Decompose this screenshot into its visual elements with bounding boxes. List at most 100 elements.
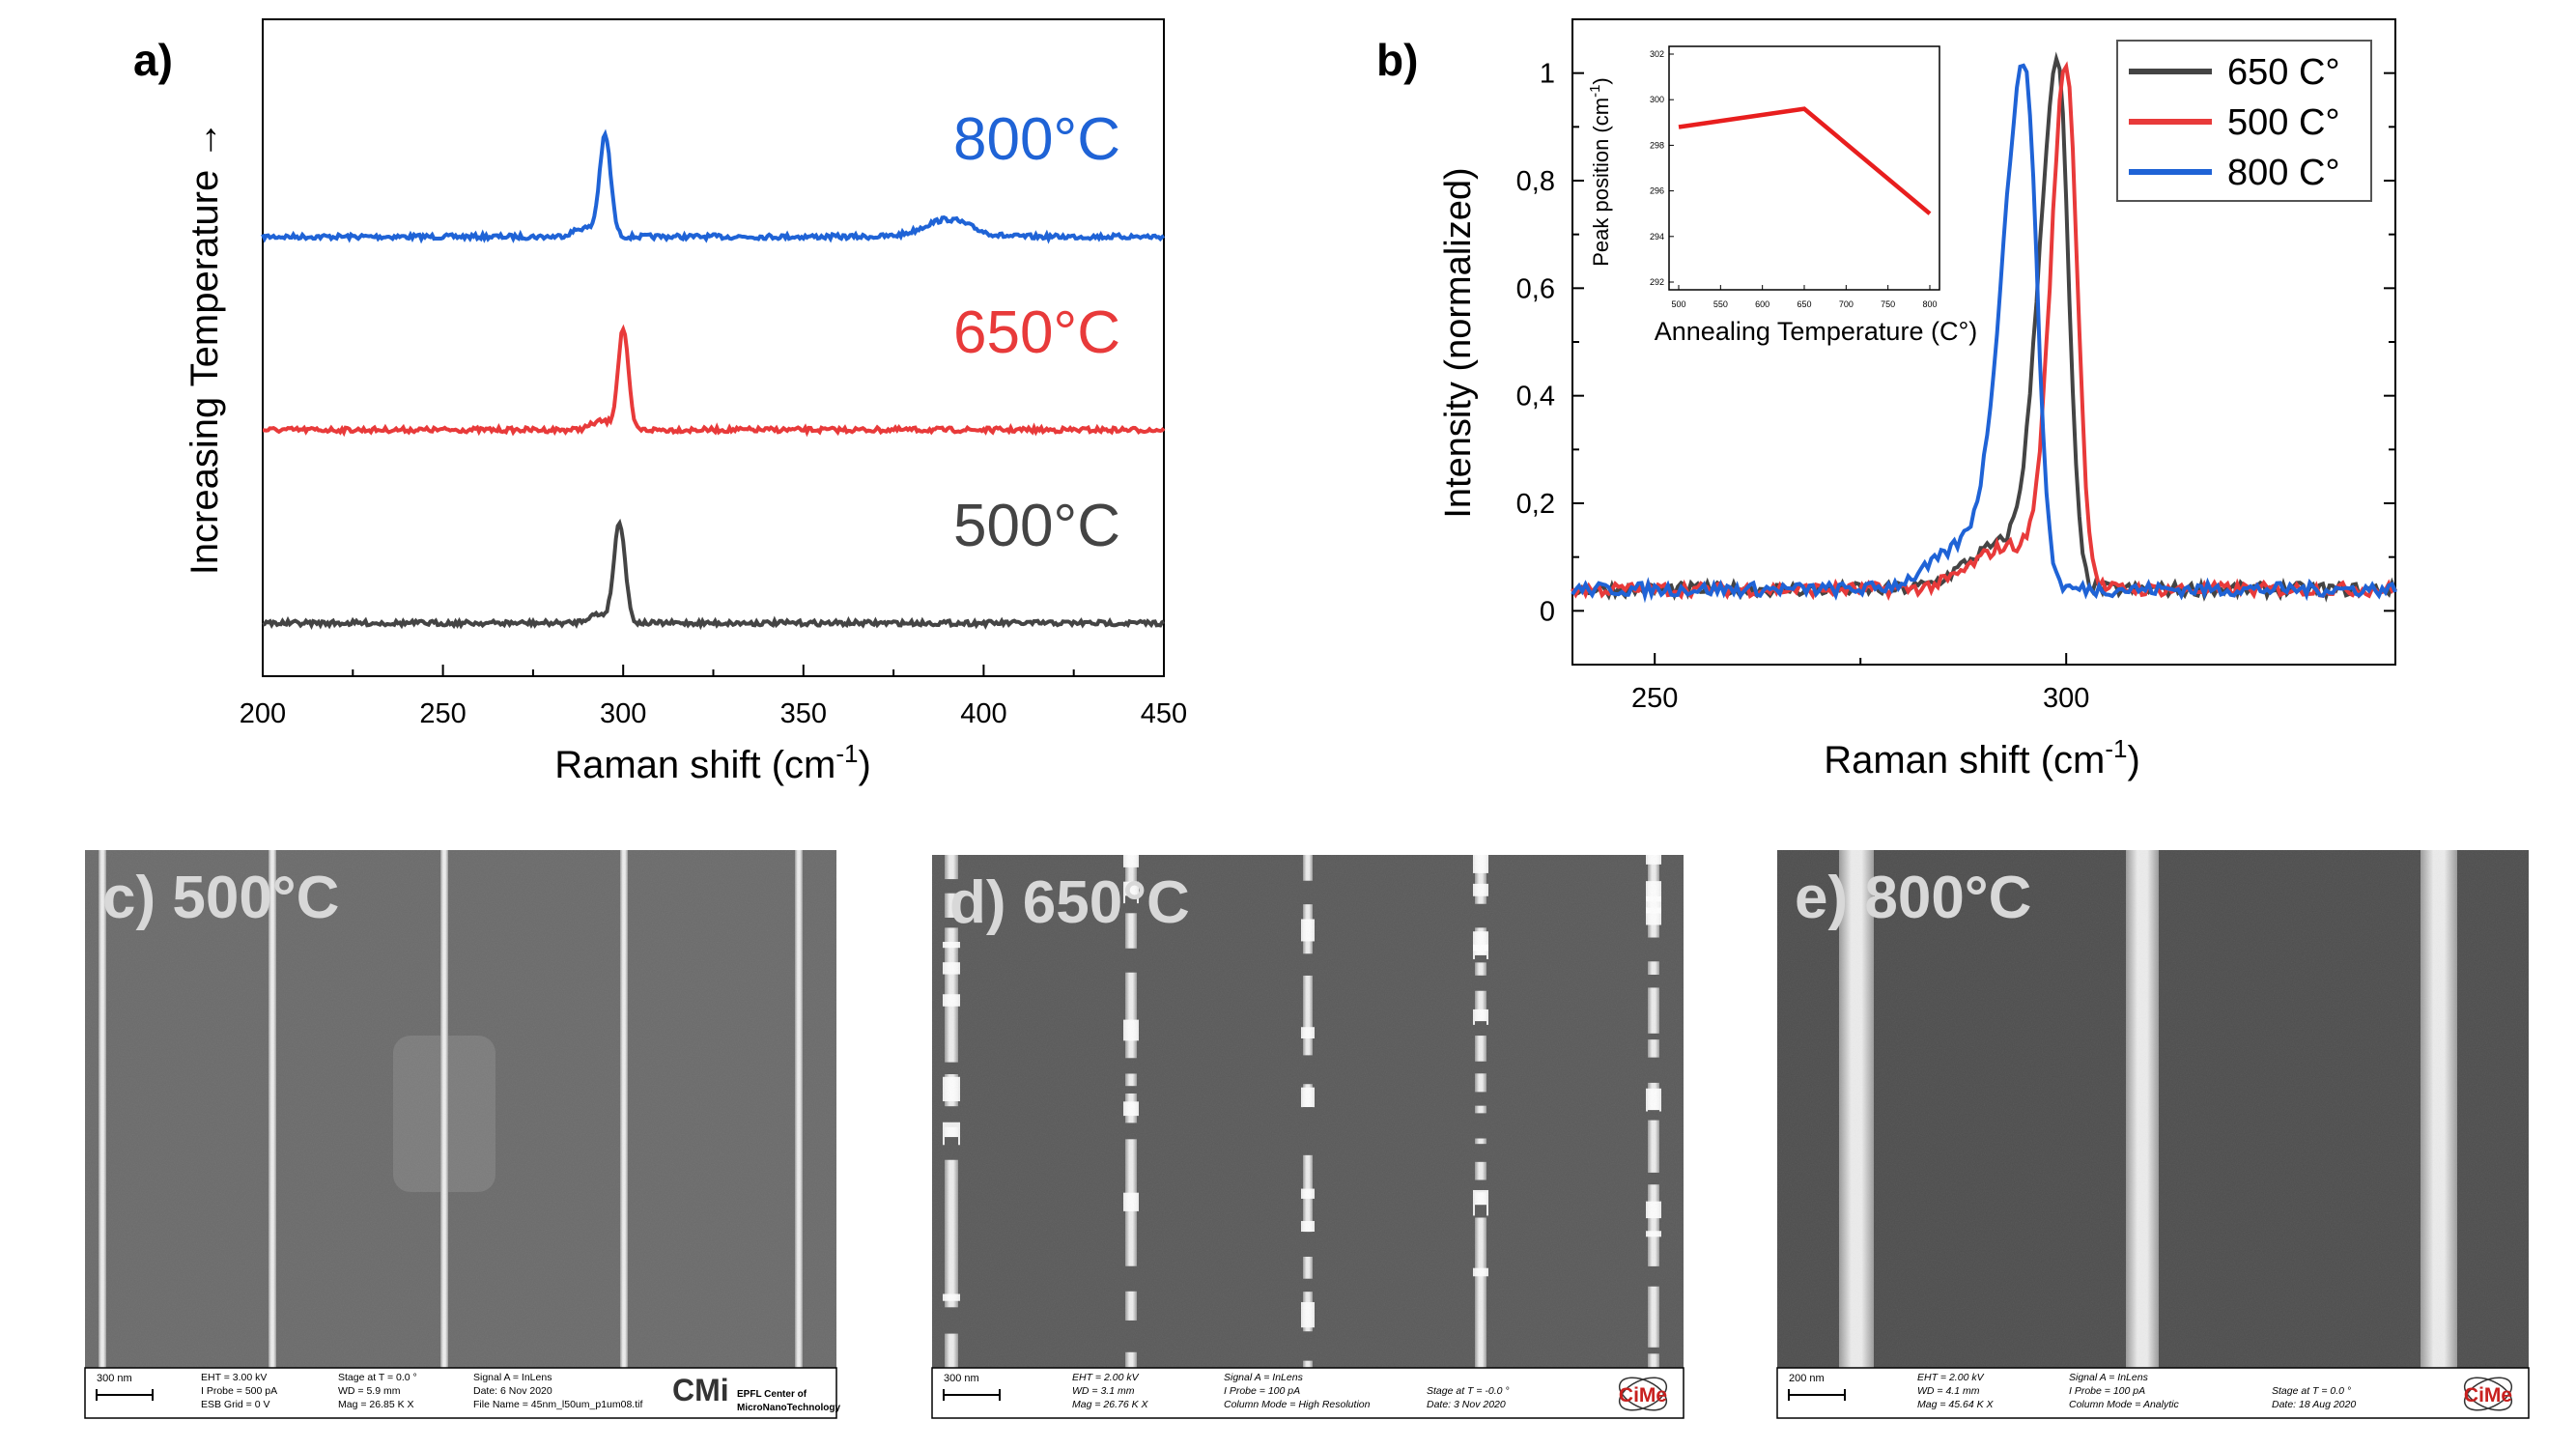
sem-meta-text: Mag = 26.85 K X [338, 1399, 414, 1410]
legend-label: 500 C° [2227, 102, 2340, 143]
panel-b-ytick-label: 0 [1540, 596, 1555, 627]
sem-info-bar [84, 1367, 837, 1419]
legend-label: 800 C° [2227, 153, 2340, 193]
panel-b-ylabel: Intensity (normalized) [1438, 167, 1479, 518]
cime-logo-text: CiMe [1619, 1384, 1667, 1406]
sem-meta-text: Date: 3 Nov 2020 [1427, 1399, 1506, 1410]
sem-info-bar [1776, 1367, 2530, 1419]
cmi-logo-subtitle: MicroNanoTechnology [737, 1403, 840, 1413]
sem-meta-text: Stage at T = 0.0 ° [2272, 1385, 2351, 1397]
panel-b-ytick-label: 0,6 [1516, 273, 1555, 304]
panel-a-xtick-label: 450 [1141, 698, 1187, 729]
sem-panel-label: e) 800°C [1795, 865, 2031, 931]
inset-xtick-label: 500 [1671, 299, 1685, 309]
cmi-logo: CMi [672, 1373, 729, 1407]
inset-ytick-label: 300 [1650, 95, 1664, 104]
cime-logo: CiMe [1618, 1377, 1668, 1411]
panel-a-label: a) [133, 35, 173, 85]
panel-b-xtick-label: 300 [2043, 683, 2089, 714]
cime-logo-orbit [2463, 1377, 2513, 1411]
panel-a-series-line [262, 518, 1165, 631]
sem-noise [932, 855, 1684, 1368]
sem-meta-text: I Probe = 100 pA [1224, 1385, 1300, 1397]
sem-meta-text: Date: 18 Aug 2020 [2272, 1399, 2356, 1410]
panel-b-legend: 650 C° 500 C° 800 C° [2116, 40, 2372, 202]
sem-panel: c) 500°C 300 nm EHT = 3.00 kV I Probe = 500… [84, 850, 840, 1419]
sem-scale-text: 300 nm [97, 1373, 132, 1384]
panel-a-ylabel: Increasing Temperature → [184, 121, 226, 576]
sem-panels: c) 500°C 300 nm EHT = 3.00 kV I Probe = 500… [84, 850, 2530, 1419]
inset-xtick-label: 750 [1881, 299, 1895, 309]
sem-scale-text: 300 nm [944, 1373, 979, 1384]
sem-panel-label: c) 500°C [102, 865, 339, 931]
cime-logo-orbit [1618, 1377, 1668, 1411]
cime-logo-text: CiMe [2464, 1384, 2512, 1406]
sem-meta-text: Mag = 26.76 K X [1072, 1399, 1149, 1410]
panel-a-xtick-label: 200 [240, 698, 286, 729]
sem-meta-text: EHT = 3.00 kV [201, 1372, 267, 1383]
inset-ylabel: Peak position (cm-1) [1587, 77, 1613, 267]
inset-xtick-label: 700 [1839, 299, 1854, 309]
inset-ytick-label: 296 [1650, 186, 1664, 196]
panel-b-series-line [1571, 63, 2397, 604]
panel-a-xtick-label: 300 [600, 698, 646, 729]
inset-ytick-label: 298 [1650, 140, 1664, 150]
sem-info-bar [931, 1367, 1684, 1419]
panel-b-series [1571, 51, 2397, 604]
panel-b-xlabel: Raman shift (cm-1) [1824, 734, 2140, 781]
sem-meta-text: Stage at T = 0.0 ° [338, 1372, 417, 1383]
inset-ytick-label: 292 [1650, 277, 1664, 287]
inset-peak-position-line [1678, 106, 1932, 215]
cime-logo-orbit [2463, 1377, 2513, 1411]
inset-xtick-label: 650 [1797, 299, 1811, 309]
sem-meta-text: EHT = 2.00 kV [1917, 1372, 1985, 1383]
sem-noise [85, 850, 836, 1368]
panel-b-ytick-label: 0,2 [1516, 489, 1555, 520]
sem-panel: d) 650°C 300 nm EHT = 2.00 kV WD = 3.1 mm Ma… [931, 855, 1684, 1419]
sem-meta-text: WD = 5.9 mm [338, 1385, 401, 1397]
sem-meta-text: I Probe = 500 pA [201, 1385, 277, 1397]
sem-meta-text: Signal A = InLens [1224, 1372, 1304, 1383]
sem-panel: e) 800°C 200 nm EHT = 2.00 kV WD = 4.1 mm Ma… [1776, 850, 2530, 1419]
panel-b-inset: 500 550 600 650 700 750 800292294296298300302 … [1587, 45, 1977, 346]
panel-a-raman-stacked: a) 200 250 300 350 400 450 800°C 650°C 500°C In… [133, 18, 1187, 786]
panel-b-ytick-label: 0,4 [1516, 382, 1555, 412]
panel-b-axes: 250 300 0 0,2 0,4 0,6 0,8 1 [1516, 59, 2395, 714]
sem-meta-text: Date: 6 Nov 2020 [473, 1385, 552, 1397]
panel-a-series-label: 800°C [953, 106, 1120, 173]
sem-noise [1777, 850, 2529, 1368]
sem-meta-text: Signal A = InLens [2069, 1372, 2149, 1383]
sem-meta-text: Stage at T = -0.0 ° [1427, 1385, 1510, 1397]
panel-a-x-axis: 200 250 300 350 400 450 [240, 665, 1187, 729]
inset-xlabel: Annealing Temperature (C°) [1655, 317, 1977, 346]
sem-meta-text: WD = 3.1 mm [1072, 1385, 1135, 1397]
sem-meta-text: Signal A = InLens [473, 1372, 552, 1383]
inset-xtick-label: 800 [1922, 299, 1937, 309]
sem-meta-text: Column Mode = Analytic [2069, 1399, 2179, 1410]
inset-xtick-label: 600 [1755, 299, 1769, 309]
sem-meta-text: ESB Grid = 0 V [201, 1399, 270, 1410]
inset-ytick-label: 294 [1650, 232, 1664, 242]
legend-label: 650 C° [2227, 52, 2340, 93]
cmi-logo-subtitle: EPFL Center of [737, 1389, 807, 1400]
sem-meta-text: Mag = 45.64 K X [1917, 1399, 1995, 1410]
sem-meta-text: WD = 4.1 mm [1917, 1385, 1980, 1397]
sem-meta-text: I Probe = 100 pA [2069, 1385, 2145, 1397]
panel-b-raman-normalized: b) 250 300 0 0,2 0,4 0,6 0,8 1 Intensity (norma… [1376, 18, 2397, 781]
panel-a-series-label: 500°C [953, 493, 1120, 559]
panel-a-xtick-label: 400 [960, 698, 1006, 729]
panel-a-series-line [262, 324, 1166, 438]
inset-ytick-label: 302 [1650, 49, 1664, 59]
inset-xtick-label: 550 [1713, 299, 1728, 309]
panel-b-ytick-label: 1 [1540, 59, 1555, 90]
panel-a-xtick-label: 350 [780, 698, 827, 729]
sem-panel-label: d) 650°C [949, 869, 1190, 936]
sem-scale-text: 200 nm [1789, 1373, 1825, 1384]
panel-a-series-label: 650°C [953, 299, 1120, 366]
cime-logo: CiMe [2463, 1377, 2513, 1411]
sem-meta-text: EHT = 2.00 kV [1072, 1372, 1140, 1383]
panel-b-xtick-label: 250 [1631, 683, 1678, 714]
panel-a-xlabel: Raman shift (cm-1) [554, 739, 871, 786]
panel-b-ytick-label: 0,8 [1516, 166, 1555, 197]
